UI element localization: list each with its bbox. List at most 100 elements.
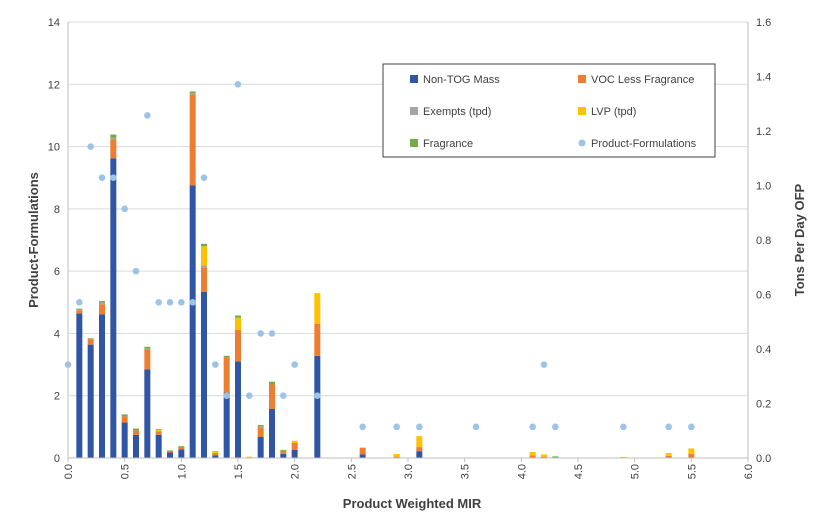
bar-segment [314, 323, 321, 356]
bar-segment [167, 450, 173, 453]
bar-segment [529, 455, 536, 458]
bar-segment [201, 243, 207, 247]
formulation-point [223, 392, 230, 400]
bar-segment [87, 338, 94, 339]
bar-segment [541, 454, 547, 457]
x-tick-label: 5.0 [630, 464, 642, 479]
bar-segment [257, 426, 264, 428]
bar-segment [212, 451, 219, 452]
formulation-point [189, 298, 196, 306]
bar-segment [76, 308, 83, 310]
legend-label: LVP (tpd) [591, 106, 636, 118]
bar-segment [133, 434, 139, 458]
bar-segment [133, 430, 139, 435]
bar-segment [144, 369, 151, 458]
bar-segment [167, 450, 173, 451]
formulation-point [200, 174, 208, 182]
legend-marker [578, 139, 586, 147]
formulation-point [620, 423, 627, 431]
bar-segment [314, 293, 321, 324]
bar-segment [99, 304, 105, 315]
bar-segment [291, 449, 298, 458]
formulation-point [472, 423, 480, 431]
formulation-point [87, 143, 94, 150]
formulation-point [540, 361, 548, 368]
bar-segment [393, 456, 400, 458]
bar-segment [552, 456, 559, 458]
formulation-point [416, 423, 423, 431]
y-left-tick-label: 8 [54, 204, 60, 216]
formulation-point [121, 205, 128, 213]
bar-segment [235, 315, 241, 318]
legend-swatch [578, 107, 586, 115]
bar-segment [291, 443, 298, 450]
bar-segment [144, 349, 151, 370]
y-right-tick-label: 0.2 [756, 399, 771, 411]
y-left-tick-label: 6 [54, 266, 60, 278]
bar-segment [393, 453, 400, 457]
bar-segment [223, 357, 230, 393]
bar-segment [189, 91, 196, 94]
x-tick-label: 4.0 [516, 464, 528, 479]
x-tick-label: 0.0 [63, 464, 75, 479]
bar-segment [359, 447, 366, 455]
bar-segment [110, 134, 117, 138]
bar-segment [665, 455, 672, 458]
bar-segment [87, 338, 94, 340]
formulation-point [257, 330, 264, 337]
formulation-point [268, 330, 276, 337]
formulation-point [246, 392, 253, 400]
legend: Non-TOG Mass VOC Less Fragrance Exempts (t… [382, 63, 716, 158]
y-left-tick-label: 2 [54, 391, 60, 403]
y-right-tick-label: 1.2 [756, 126, 771, 138]
bar-segment [155, 429, 162, 430]
y-right-tick-label: 1.4 [756, 72, 771, 84]
x-tick-label: 1.5 [233, 464, 245, 479]
formulation-point [98, 174, 106, 182]
bar-segment [201, 267, 207, 292]
formulation-point [178, 298, 185, 306]
bar-segment [87, 344, 94, 458]
bar-segment [167, 452, 173, 458]
x-tick-label: 6.0 [743, 464, 755, 479]
axes: 0 2 4 6 8 10 12 14 0.0 0.2 0.4 0.6 0.8 1.0 1.2 1.4 1.6 0.… [48, 17, 772, 479]
bar-segment [541, 456, 547, 458]
bar-segment [223, 355, 230, 358]
bar-segment [688, 453, 695, 458]
bar-segment [121, 416, 128, 423]
bar-segment [280, 450, 287, 454]
legend-swatch [578, 75, 586, 83]
bar-segment [155, 434, 162, 458]
bar-segment [269, 381, 275, 385]
bar-segment [359, 454, 366, 458]
y-left-tick-label: 4 [54, 328, 60, 340]
bar-segment [99, 314, 105, 458]
x-tick-label: 3.0 [403, 464, 415, 479]
bar-segment [189, 185, 196, 458]
formulation-point [314, 392, 321, 400]
y-right-tick-label: 0.8 [756, 235, 771, 247]
formulation-point [665, 423, 672, 431]
bar-segment [144, 348, 151, 350]
bar-segment [110, 139, 117, 159]
bar-segment [665, 453, 672, 456]
formulation-point [291, 361, 298, 368]
y-right-tick-label: 1.6 [756, 17, 771, 29]
legend-label: Product-Formulations [591, 138, 697, 150]
bar-segment [212, 451, 219, 454]
bar-segment [269, 384, 275, 409]
x-tick-label: 1.0 [176, 464, 188, 479]
formulation-point [393, 423, 400, 431]
bar-segment [201, 291, 207, 458]
bar-segment [121, 414, 128, 417]
bar-segment [212, 455, 219, 458]
bar-segment [235, 317, 241, 330]
bar-segment [155, 431, 162, 435]
bar-segment [201, 265, 207, 268]
bar-segment [529, 452, 536, 456]
bar-segment [620, 456, 627, 458]
bar-segment [257, 437, 264, 458]
legend-swatch [410, 75, 418, 83]
